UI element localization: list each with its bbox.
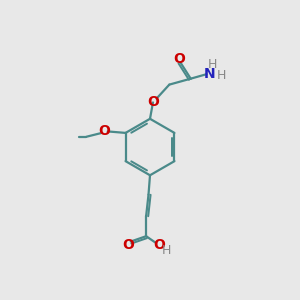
Text: H: H bbox=[161, 244, 171, 257]
Text: N: N bbox=[204, 67, 216, 81]
Text: H: H bbox=[208, 58, 217, 71]
Text: O: O bbox=[173, 52, 185, 66]
Text: O: O bbox=[147, 95, 159, 110]
Text: H: H bbox=[217, 69, 226, 82]
Text: O: O bbox=[98, 124, 110, 138]
Text: O: O bbox=[154, 238, 165, 251]
Text: O: O bbox=[122, 238, 134, 251]
